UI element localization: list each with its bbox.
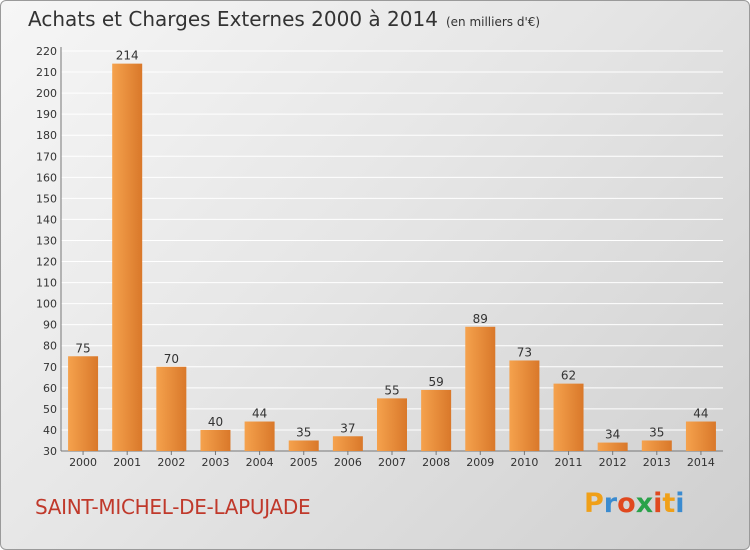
y-tick-label: 130 bbox=[36, 234, 57, 247]
bar bbox=[332, 436, 363, 451]
x-tick-labels: 2000 2001 2002 2003 2004 2005 2006 2007 2008 2009… bbox=[69, 456, 715, 469]
x-tick-label: 2012 bbox=[599, 456, 627, 469]
bar bbox=[553, 383, 584, 451]
bar bbox=[421, 389, 452, 451]
data-label: 89 bbox=[473, 312, 488, 326]
x-tick-label: 2003 bbox=[201, 456, 229, 469]
x-tick-label: 2005 bbox=[290, 456, 318, 469]
y-tick-label: 190 bbox=[36, 108, 57, 121]
y-tick-label: 120 bbox=[36, 256, 57, 269]
bar bbox=[112, 63, 143, 451]
bar bbox=[465, 326, 496, 451]
data-label: 62 bbox=[561, 369, 576, 383]
x-tick-label: 2004 bbox=[246, 456, 274, 469]
x-tick-label: 2002 bbox=[157, 456, 185, 469]
logo-letter: t bbox=[662, 488, 676, 519]
data-label: 35 bbox=[296, 425, 311, 439]
x-tick-label: 2006 bbox=[334, 456, 362, 469]
data-label: 75 bbox=[75, 341, 90, 355]
y-tick-label: 200 bbox=[36, 87, 57, 100]
y-tick-label: 220 bbox=[36, 45, 57, 58]
data-label: 73 bbox=[517, 345, 532, 359]
bar bbox=[244, 421, 275, 451]
bar bbox=[377, 398, 407, 451]
y-tick-label: 180 bbox=[36, 129, 57, 142]
y-tick-label: 40 bbox=[43, 424, 57, 437]
data-label: 55 bbox=[384, 383, 399, 397]
x-tick-label: 2008 bbox=[422, 456, 450, 469]
y-tick-label: 50 bbox=[43, 403, 57, 416]
data-label: 44 bbox=[252, 407, 267, 421]
y-tick-label: 80 bbox=[43, 340, 57, 353]
logo-letter: i bbox=[675, 488, 685, 519]
data-label: 44 bbox=[693, 407, 708, 421]
bar bbox=[509, 360, 540, 451]
y-tick-label: 30 bbox=[43, 445, 57, 458]
y-tick-label: 60 bbox=[43, 382, 57, 395]
x-tick-label: 2013 bbox=[643, 456, 671, 469]
y-tick-label: 90 bbox=[43, 319, 57, 332]
bar bbox=[68, 356, 99, 451]
x-tick-label: 2011 bbox=[555, 456, 583, 469]
y-tick-label: 150 bbox=[36, 192, 57, 205]
y-tick-labels: 30 40 50 60 70 80 90 100 110 120 130 140 150 160 170 18… bbox=[36, 45, 57, 458]
bar bbox=[200, 429, 231, 451]
y-tick-label: 110 bbox=[36, 277, 57, 290]
x-tick-label: 2014 bbox=[687, 456, 715, 469]
y-tick-label: 210 bbox=[36, 66, 57, 79]
logo-letter: x bbox=[635, 488, 654, 519]
chart-title-text: Achats et Charges Externes 2000 à 2014 bbox=[28, 7, 438, 31]
x-tick-label: 2009 bbox=[466, 456, 494, 469]
data-label: 37 bbox=[340, 421, 355, 435]
data-label: 70 bbox=[164, 352, 179, 366]
data-label: 59 bbox=[428, 375, 443, 389]
bar bbox=[641, 440, 672, 451]
data-label: 35 bbox=[649, 425, 664, 439]
data-label: 214 bbox=[116, 49, 139, 63]
x-tick-label: 2010 bbox=[510, 456, 538, 469]
bars bbox=[68, 63, 716, 451]
y-tick-label: 140 bbox=[36, 213, 57, 226]
x-tick-label: 2000 bbox=[69, 456, 97, 469]
y-tick-label: 70 bbox=[43, 361, 57, 374]
bar bbox=[288, 440, 319, 451]
data-labels: 75 214 70 40 44 35 37 55 59 89 73 62 34 35 44 bbox=[75, 49, 708, 442]
bar bbox=[597, 442, 628, 451]
chart-subtitle: (en milliers d'€) bbox=[445, 15, 541, 29]
logo-letter: r bbox=[603, 488, 618, 519]
data-label: 40 bbox=[208, 415, 223, 429]
x-tick-label: 2001 bbox=[113, 456, 141, 469]
chart-title: Achats et Charges Externes 2000 à 2014 (e… bbox=[28, 7, 540, 31]
place-name: SAINT-MICHEL-DE-LAPUJADE bbox=[35, 495, 311, 519]
y-tick-label: 170 bbox=[36, 150, 57, 163]
y-tick-label: 100 bbox=[36, 298, 57, 311]
logo-letter: o bbox=[617, 488, 636, 519]
x-tick-label: 2007 bbox=[378, 456, 406, 469]
y-tick-label: 160 bbox=[36, 171, 57, 184]
bar bbox=[685, 421, 716, 451]
proxiti-logo: Proxiti bbox=[584, 488, 685, 519]
logo-letter: i bbox=[653, 488, 663, 519]
bar bbox=[156, 366, 187, 451]
logo-letter: P bbox=[584, 488, 604, 519]
data-label: 34 bbox=[605, 428, 620, 442]
